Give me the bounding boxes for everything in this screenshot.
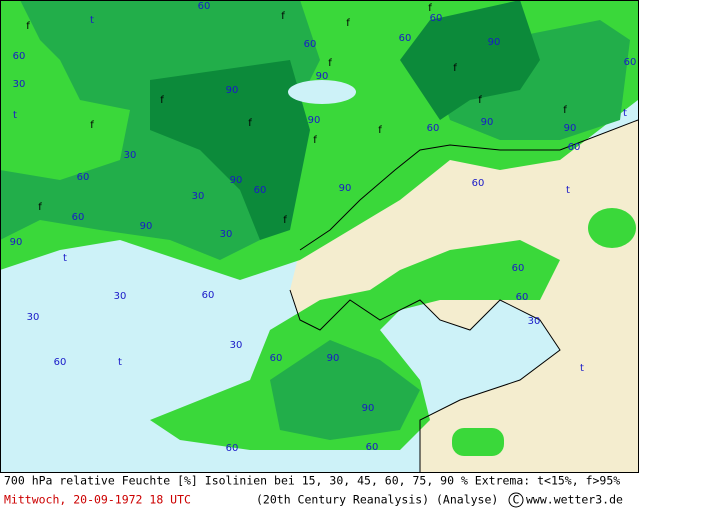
map-label: 90	[140, 221, 153, 232]
humidity-75	[270, 340, 420, 440]
map-label: 60	[430, 13, 443, 24]
map-label: t	[566, 185, 570, 196]
map-label: 60	[13, 51, 26, 62]
map-label: 30	[124, 150, 137, 161]
map-label: 60	[512, 263, 525, 274]
humidity-60	[150, 240, 560, 450]
map-label: 60	[568, 142, 581, 153]
map-label: f	[346, 18, 350, 29]
map-label: f	[478, 95, 482, 106]
map-label: 60	[198, 1, 211, 12]
map-label: 60	[254, 185, 267, 196]
map-label: 60	[399, 33, 412, 44]
map-label: 30	[13, 79, 26, 90]
map-label: 90	[488, 37, 501, 48]
map-label: 60	[72, 212, 85, 223]
map-label: f	[160, 95, 164, 106]
map-label: 90	[10, 237, 23, 248]
map	[0, 0, 639, 473]
map-frame	[0, 0, 639, 473]
humidity-60	[452, 428, 504, 456]
map-label: 60	[202, 290, 215, 301]
map-label: f	[248, 118, 252, 129]
map-label: 90	[308, 115, 321, 126]
map-label: 90	[316, 71, 329, 82]
map-label: 60	[624, 57, 637, 68]
map-label: 90	[230, 175, 243, 186]
map-label: t	[13, 110, 17, 121]
map-labels: f f f f f f f f f f f f f f f t t t t t t t 90 90 90 90 90 90 90 90 90…	[10, 1, 637, 454]
map-label: 60	[427, 123, 440, 134]
map-label: 30	[230, 340, 243, 351]
map-label: 90	[327, 353, 340, 364]
map-label: f	[26, 21, 30, 32]
map-label: t	[118, 357, 122, 368]
map-label: 60	[304, 39, 317, 50]
copyright: C	[513, 493, 520, 507]
map-label: f	[453, 63, 457, 74]
map-label: 90	[362, 403, 375, 414]
caption-line: 700 hPa relative Feuchte [%] Isolinien b…	[4, 474, 620, 488]
map-label: 60	[270, 353, 283, 364]
map-label: 30	[192, 191, 205, 202]
humidity-60	[588, 208, 636, 248]
map-label: f	[90, 120, 94, 131]
caption-date: Mittwoch, 20-09-1972 18 UTC	[4, 493, 191, 507]
map-label: 90	[481, 117, 494, 128]
map-label: 90	[564, 123, 577, 134]
humidity-90	[150, 60, 310, 240]
map-label: 60	[226, 443, 239, 454]
map-label: 30	[528, 316, 541, 327]
map-label: f	[281, 11, 285, 22]
map-label: t	[623, 108, 627, 119]
map-label: 30	[114, 291, 127, 302]
map-label: 60	[77, 172, 90, 183]
caption-credit: www.wetter3.de	[526, 493, 623, 507]
map-label: 30	[220, 229, 233, 240]
map-label: t	[580, 363, 584, 374]
map-label: 30	[27, 312, 40, 323]
map-label: 60	[54, 357, 67, 368]
map-label: f	[378, 125, 382, 136]
map-label: 90	[226, 85, 239, 96]
coastline	[299, 119, 639, 251]
copyright-circle	[508, 492, 524, 508]
map-label: 60	[516, 292, 529, 303]
map-label: t	[90, 15, 94, 26]
map-label: f	[38, 202, 42, 213]
map-label: f	[328, 58, 332, 69]
map-label: f	[313, 135, 317, 146]
dry-patch	[288, 80, 356, 104]
map-label: 60	[472, 178, 485, 189]
map-label: f	[428, 3, 432, 14]
humidity-90	[400, 0, 540, 120]
map-label: f	[283, 215, 287, 226]
caption-source: (20th Century Reanalysis) (Analyse)	[256, 493, 498, 507]
map-label: 60	[366, 442, 379, 453]
map-label: f	[563, 105, 567, 116]
map-label: 90	[339, 183, 352, 194]
coastline	[289, 289, 561, 472]
map-label: t	[63, 253, 67, 264]
